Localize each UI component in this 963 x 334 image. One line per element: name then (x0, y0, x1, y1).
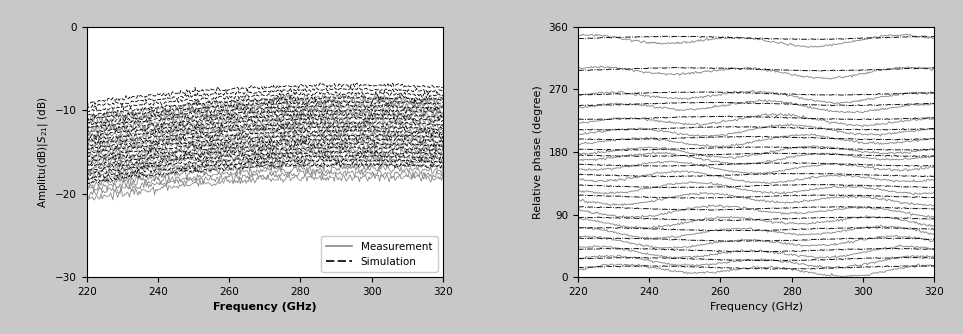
X-axis label: Frequency (GHz): Frequency (GHz) (213, 303, 317, 313)
Legend: Measurement, Simulation: Measurement, Simulation (322, 236, 437, 272)
Y-axis label: Relative phase (degree): Relative phase (degree) (533, 85, 543, 219)
Y-axis label: Amplitu(dB)|$S_{21}$| (dB): Amplitu(dB)|$S_{21}$| (dB) (36, 96, 49, 208)
X-axis label: Frequency (GHz): Frequency (GHz) (710, 303, 802, 313)
